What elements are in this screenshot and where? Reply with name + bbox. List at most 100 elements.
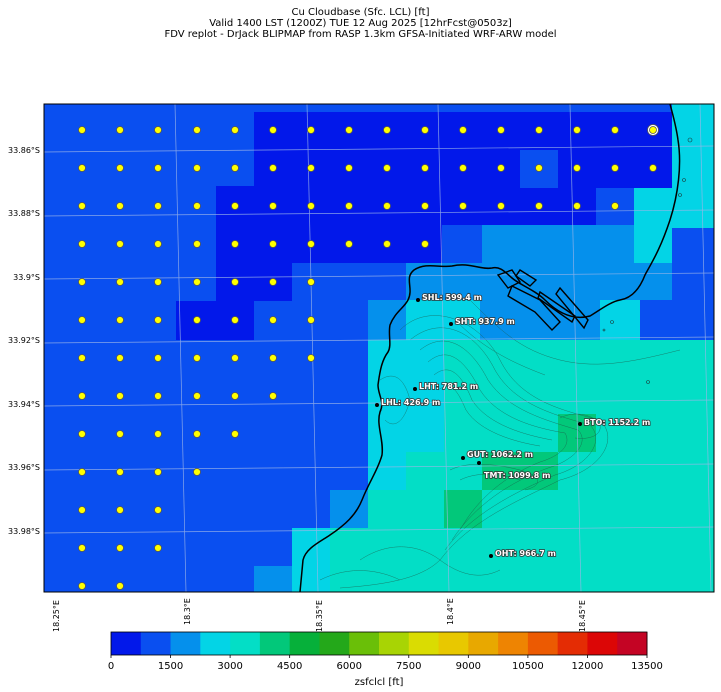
cloudbase-marker xyxy=(611,164,619,172)
cloudbase-marker xyxy=(307,316,315,324)
field-green-patch-south xyxy=(444,490,482,528)
lat-label: 33.88°S xyxy=(8,209,40,218)
station-shl: SHL: 599.4 m xyxy=(416,292,483,303)
cloudbase-marker xyxy=(269,392,277,400)
colorbar-swatch xyxy=(557,632,588,655)
cloudbase-marker xyxy=(154,240,162,248)
lon-label: 18.3°E xyxy=(183,598,192,625)
colorbar-tick-label: 1500 xyxy=(158,661,183,672)
cloudbase-marker xyxy=(611,202,619,210)
cloudbase-marker xyxy=(269,278,277,286)
cloudbase-marker xyxy=(78,202,86,210)
cloudbase-marker xyxy=(345,126,353,134)
colorbar-tick-label: 10500 xyxy=(512,661,544,672)
cloudbase-marker xyxy=(231,126,239,134)
cloudbase-marker xyxy=(78,316,86,324)
cloudbase-marker xyxy=(345,164,353,172)
cloudbase-marker xyxy=(535,202,543,210)
cloudbase-marker xyxy=(116,392,124,400)
lat-label: 33.98°S xyxy=(8,527,40,536)
cloudbase-marker xyxy=(116,164,124,172)
station-marker xyxy=(449,322,453,326)
lon-label: 18.35°E xyxy=(315,600,324,632)
cloudbase-marker xyxy=(154,126,162,134)
cloudbase-marker xyxy=(421,164,429,172)
cloudbase-marker xyxy=(78,468,86,476)
station-tmt: TMT: 1099.8 m xyxy=(477,461,551,481)
colorbar-swatch xyxy=(111,632,142,655)
lat-label: 33.94°S xyxy=(8,400,40,409)
station-lhl: LHL: 426.9 m xyxy=(375,397,441,408)
station-gut: GUT: 1062.2 m xyxy=(461,449,534,460)
chart-title: Cu Cloudbase (Sfc. LCL) [ft] xyxy=(291,7,430,18)
cloudbase-marker xyxy=(421,126,429,134)
terrain-contours xyxy=(319,299,681,589)
station-label-gut: GUT: 1062.2 m xyxy=(467,450,533,459)
lat-label: 33.9°S xyxy=(13,273,40,282)
harbour-outline xyxy=(496,269,589,332)
cloudbase-marker xyxy=(535,126,543,134)
cloudbase-marker xyxy=(116,468,124,476)
station-marker xyxy=(477,461,481,465)
chart-subtitle-model: FDV replot - DrJack BLIPMAP from RASP 1.… xyxy=(164,29,557,40)
colorbar-swatch xyxy=(319,632,350,655)
cloudbase-marker xyxy=(193,240,201,248)
cloudbase-marker xyxy=(154,202,162,210)
cloudbase-marker xyxy=(154,506,162,514)
station-label-shl: SHL: 599.4 m xyxy=(422,293,482,302)
cloudbase-marker xyxy=(383,164,391,172)
cloudbase-marker xyxy=(383,126,391,134)
cloudbase-marker xyxy=(154,430,162,438)
cloudbase-marker xyxy=(116,582,124,590)
cloudbase-marker xyxy=(78,544,86,552)
station-marker xyxy=(375,403,379,407)
cloudbase-marker xyxy=(459,202,467,210)
cloudbase-marker xyxy=(269,202,277,210)
cloudbase-marker xyxy=(307,354,315,362)
colorbar-swatch xyxy=(379,632,410,655)
colorbar-swatch xyxy=(289,632,320,655)
cloudbase-marker xyxy=(154,164,162,172)
cloudbase-marker xyxy=(116,354,124,362)
station-label-lhl: LHL: 426.9 m xyxy=(381,398,440,407)
colorbar-frame xyxy=(110,631,648,656)
cloudbase-marker xyxy=(345,240,353,248)
colorbar-swatch xyxy=(617,632,648,655)
cloudbase-marker xyxy=(78,278,86,286)
cloudbase-marker xyxy=(193,354,201,362)
cloudbase-marker xyxy=(193,202,201,210)
lon-label: 18.4°E xyxy=(446,598,455,625)
station-sht: SHT: 937.9 m xyxy=(449,316,516,327)
cloudbase-marker xyxy=(193,468,201,476)
cloudbase-marker xyxy=(193,316,201,324)
cloudbase-marker xyxy=(231,392,239,400)
cloudbase-marker xyxy=(154,544,162,552)
lon-label: 18.45°E xyxy=(578,600,587,632)
cloudbase-marker xyxy=(611,126,619,134)
cloudbase-marker xyxy=(269,316,277,324)
station-label-sht: SHT: 937.9 m xyxy=(455,317,515,326)
colorbar-swatch xyxy=(349,632,380,655)
station-lht: LHT: 781.2 m xyxy=(413,381,479,392)
cloudbase-marker xyxy=(383,202,391,210)
station-label-lht: LHT: 781.2 m xyxy=(419,382,478,391)
cloudbase-marker xyxy=(459,164,467,172)
cloudbase-marker xyxy=(345,202,353,210)
cloudbase-marker xyxy=(421,202,429,210)
cloudbase-marker xyxy=(78,126,86,134)
coastline xyxy=(299,104,681,592)
lon-label: 18.25°E xyxy=(52,600,61,632)
station-oht: OHT: 966.7 m xyxy=(489,548,557,559)
cloudbase-markers xyxy=(78,124,659,590)
cloudbase-marker xyxy=(154,354,162,362)
cloudbase-marker xyxy=(231,240,239,248)
colorbar-tick-label: 4500 xyxy=(277,661,302,672)
colorbar-swatch xyxy=(527,632,559,655)
cloudbase-marker xyxy=(154,278,162,286)
lat-label: 33.86°S xyxy=(8,146,40,155)
cloudbase-marker xyxy=(154,392,162,400)
cloudbase-marker xyxy=(459,126,467,134)
cloudbase-marker xyxy=(116,544,124,552)
field-deep-blue-region xyxy=(176,104,714,340)
cloudbase-marker xyxy=(78,506,86,514)
